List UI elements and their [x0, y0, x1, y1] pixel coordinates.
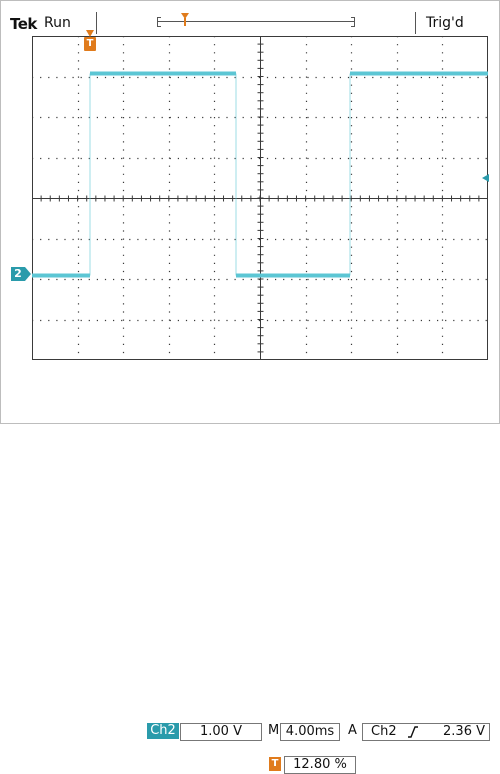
- timebase-prefix: M: [268, 723, 280, 738]
- status-divider: [96, 12, 97, 34]
- rising-edge-icon: [408, 726, 418, 738]
- trigger-status: Trig'd: [426, 15, 464, 31]
- time-per-div: 4.00ms: [280, 723, 340, 741]
- channel-ground-pointer-icon: [25, 267, 31, 281]
- brand-logo: Tek: [10, 15, 37, 33]
- status-bar: Tek Run Trig'd: [0, 0, 500, 36]
- trigger-position-arrow-icon: [86, 30, 94, 37]
- trigger-position-marker: T: [84, 37, 96, 51]
- graticule-svg: [32, 36, 488, 360]
- acquisition-state: Run: [44, 15, 71, 31]
- trigger-readout-box: Ch2 2.36 V: [362, 723, 490, 741]
- trigger-level-arrow-icon: [482, 174, 489, 182]
- trigger-position-percent: 12.80 %: [284, 756, 356, 774]
- volts-per-div: 1.00 V: [180, 723, 262, 741]
- channel-label: Ch2: [147, 723, 179, 739]
- graticule: [32, 36, 488, 360]
- record-position-arrow-icon: [181, 13, 189, 19]
- trigger-position-icon: T: [269, 757, 281, 771]
- readout-bar: Ch2 1.00 V M 4.00ms A Ch2 2.36 V T 12.80…: [0, 360, 500, 774]
- channel-ground-marker: 2: [11, 267, 25, 281]
- trigger-source: Ch2: [371, 724, 397, 739]
- record-position-marker: [184, 18, 186, 26]
- status-divider: [415, 12, 416, 34]
- record-position-bar: [157, 13, 355, 27]
- trigger-level: 2.36 V: [443, 724, 485, 739]
- trigger-mode: A: [348, 723, 357, 738]
